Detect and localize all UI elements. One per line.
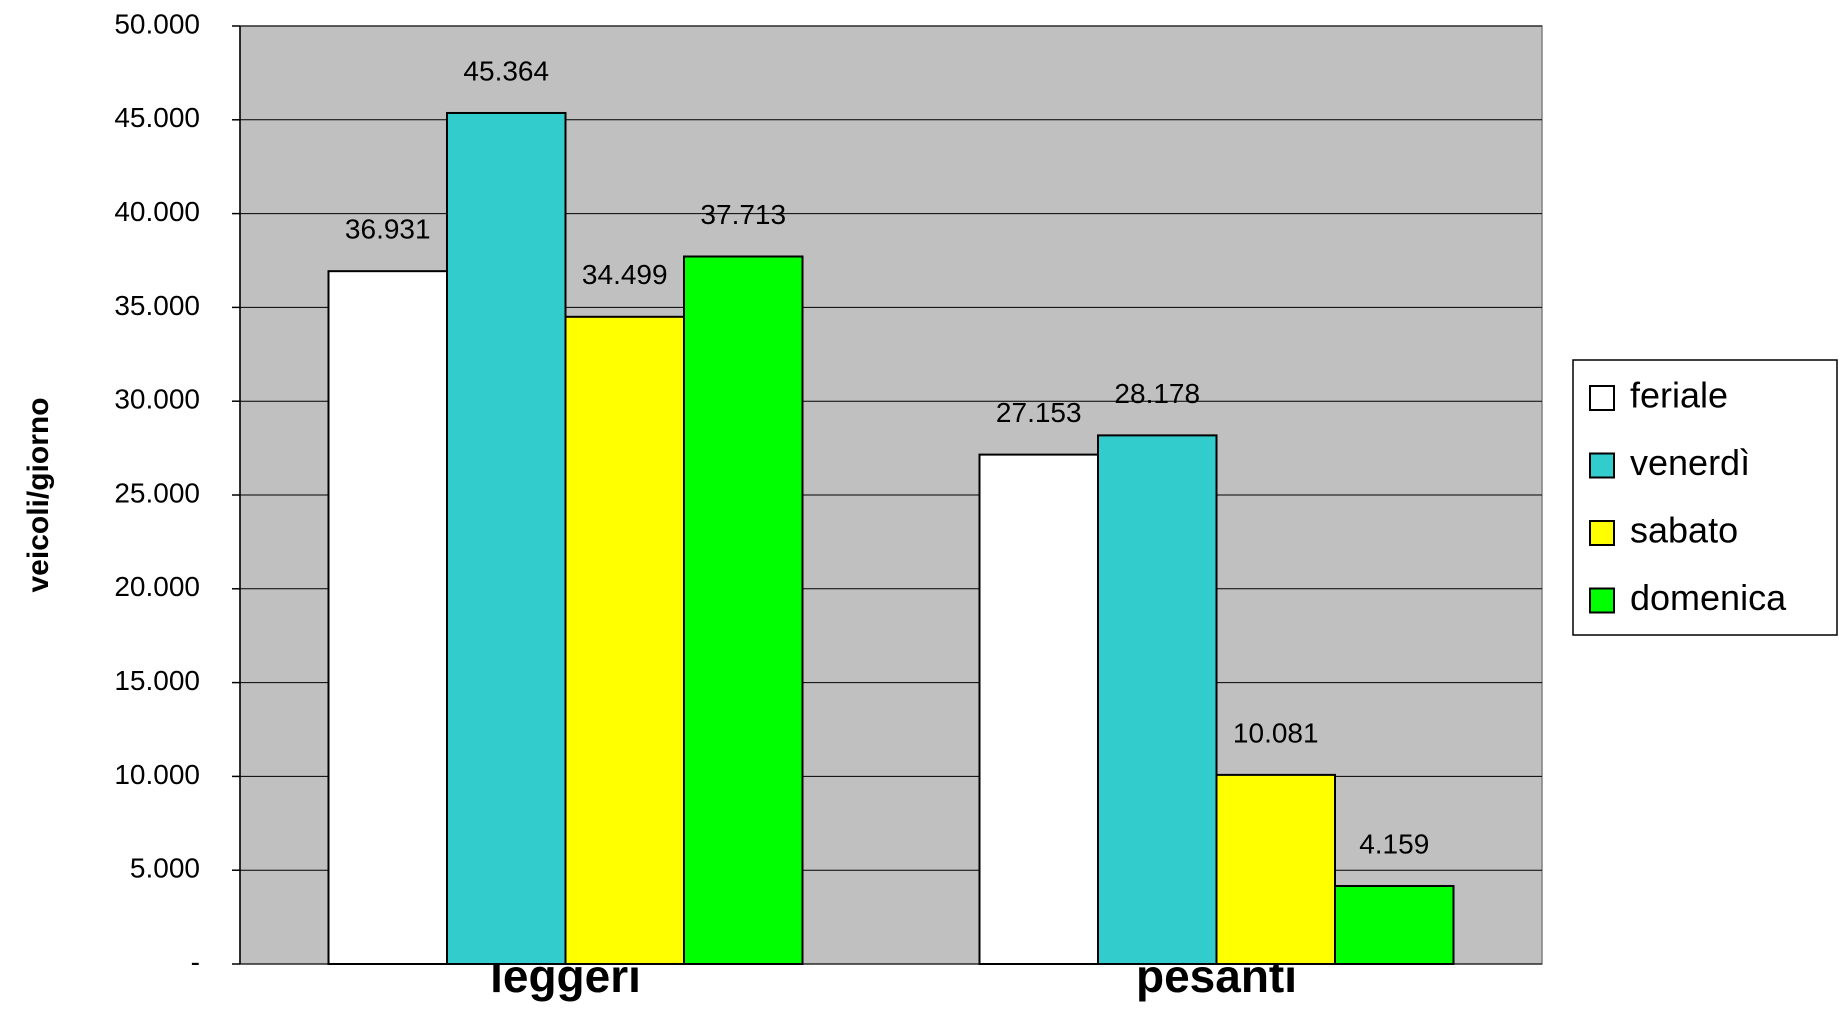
value-label: 4.159 [1359,828,1429,859]
y-tick-label: 20.000 [114,571,200,602]
y-tick-label: 5.000 [130,853,200,884]
y-tick-label: 50.000 [114,8,200,39]
bar [683,255,804,965]
y-tick-label: 15.000 [114,665,200,696]
legend-label: feriale [1630,375,1728,416]
legend-box [1572,359,1838,636]
bar [564,315,685,965]
value-label: 36.931 [345,214,431,245]
y-tick-label: 35.000 [114,290,200,321]
y-axis-title: veicoli/giorno [22,397,55,592]
y-tick-label: 10.000 [114,759,200,790]
bar [1215,773,1336,965]
value-label: 45.364 [463,55,549,86]
bar [446,111,567,965]
y-tick-label: 45.000 [114,102,200,133]
y-tick-label: - [191,946,200,977]
value-label: 27.153 [996,397,1082,428]
value-label: 37.713 [700,199,786,230]
legend-swatch [1589,520,1615,546]
bar [1097,434,1218,965]
value-label: 28.178 [1114,378,1200,409]
bar [1334,884,1455,966]
value-label: 10.081 [1233,717,1319,748]
bar [978,453,1099,965]
legend-label: domenica [1630,577,1787,618]
legend-label: sabato [1630,510,1738,551]
bar [327,270,448,965]
legend-label: venerdì [1630,442,1750,483]
y-tick-label: 25.000 [114,477,200,508]
y-tick-label: 40.000 [114,196,200,227]
legend-swatch [1589,452,1615,479]
legend-swatch [1589,385,1615,411]
y-tick-label: 30.000 [114,384,200,415]
value-label: 34.499 [582,259,668,290]
legend-swatch [1589,587,1615,614]
